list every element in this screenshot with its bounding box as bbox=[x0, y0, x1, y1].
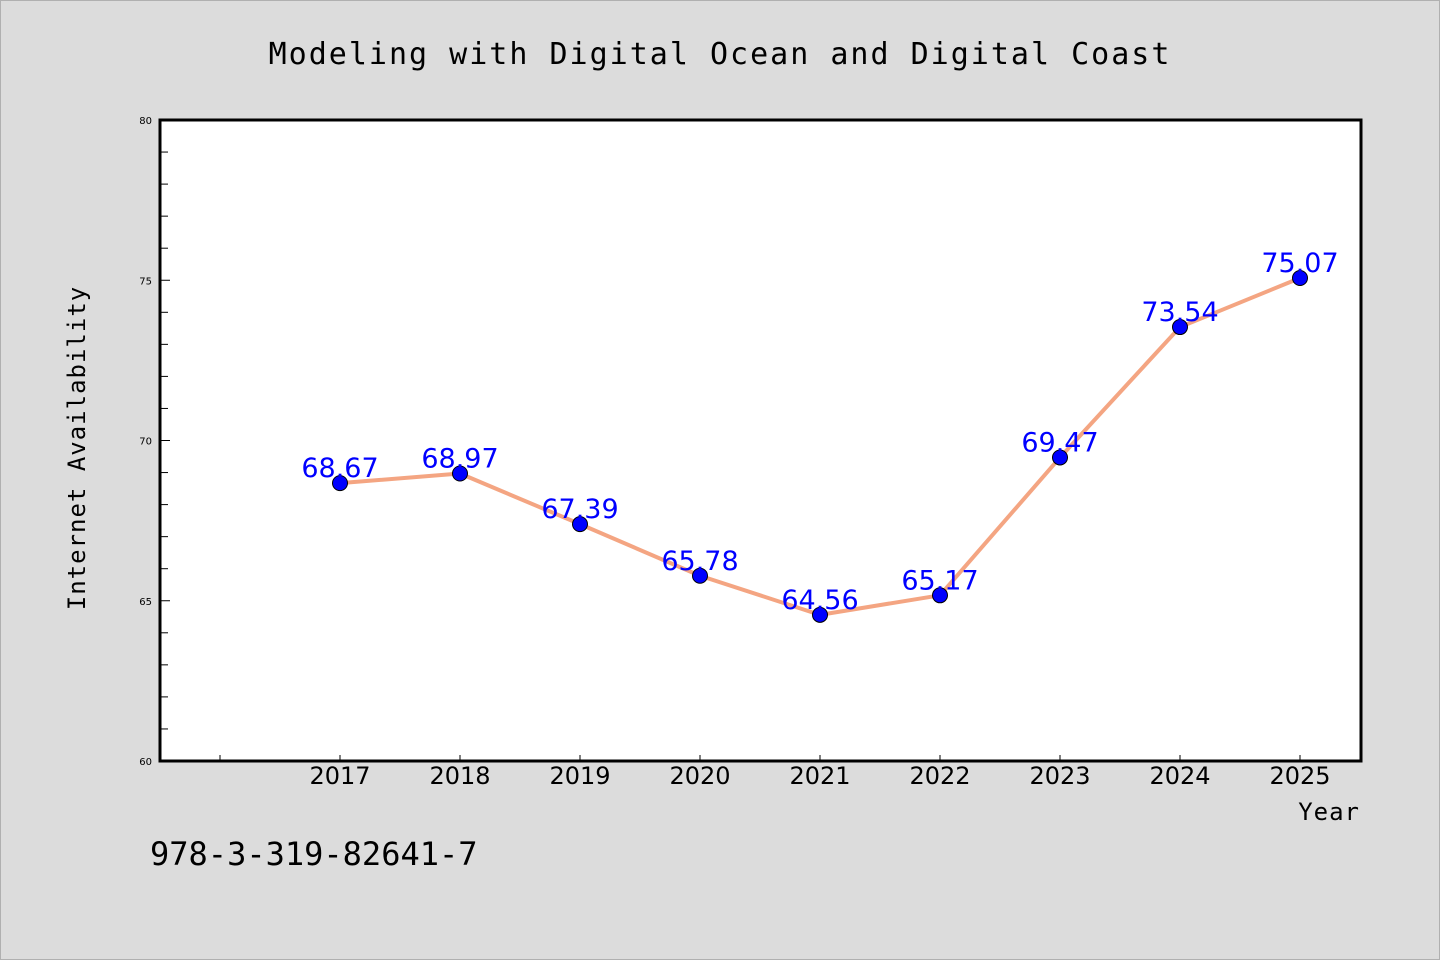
isbn-annotation: 978-3-319-82641-7 bbox=[150, 835, 478, 873]
x-tick-label: 2018 bbox=[429, 762, 490, 790]
data-point bbox=[1292, 270, 1308, 287]
x-tick-label: 2019 bbox=[549, 762, 610, 790]
x-tick-label: 2024 bbox=[1149, 762, 1210, 790]
chart-title: Modeling with Digital Ocean and Digital … bbox=[269, 37, 1172, 72]
data-point bbox=[1052, 449, 1068, 466]
y-tick-label: 65 bbox=[139, 597, 152, 608]
data-point bbox=[452, 465, 468, 482]
data-point bbox=[1172, 319, 1188, 336]
y-tick-label: 60 bbox=[139, 757, 152, 768]
x-tick-label: 2017 bbox=[309, 762, 370, 790]
x-tick-label: 2022 bbox=[909, 762, 970, 790]
data-label: 75.07 bbox=[1261, 248, 1338, 279]
plot-frame bbox=[158, 118, 1363, 763]
y-tick-label: 75 bbox=[139, 276, 152, 287]
x-axis-ticks: 2017 2018 2019 2020 2021 2022 2023 2024 2025 bbox=[219, 755, 1331, 790]
data-label: 73.54 bbox=[1141, 297, 1218, 328]
data-label: 68.97 bbox=[421, 444, 498, 475]
data-label: 64.56 bbox=[781, 585, 858, 616]
x-tick-label: 2023 bbox=[1029, 762, 1090, 790]
data-point bbox=[332, 475, 348, 492]
x-tick-label: 2021 bbox=[789, 762, 850, 790]
y-tick-label: 70 bbox=[139, 437, 152, 448]
data-label: 68.67 bbox=[301, 453, 378, 484]
data-point bbox=[932, 587, 948, 604]
data-point bbox=[692, 567, 708, 584]
data-label: 65.17 bbox=[901, 565, 978, 596]
data-labels: 68.67 68.97 67.39 65.78 64.56 65.17 69.47 73.54… bbox=[301, 248, 1338, 616]
data-point bbox=[812, 606, 828, 623]
x-tick-label: 2025 bbox=[1269, 762, 1330, 790]
data-markers bbox=[332, 270, 1308, 623]
plot-area bbox=[160, 120, 1361, 761]
x-tick-label: 2020 bbox=[669, 762, 730, 790]
data-label: 65.78 bbox=[661, 546, 738, 577]
y-axis-label: Internet Availability bbox=[63, 286, 91, 610]
data-label: 67.39 bbox=[541, 494, 618, 525]
x-axis-label: Year bbox=[1298, 798, 1360, 826]
data-label: 69.47 bbox=[1021, 427, 1098, 458]
y-tick-label: 80 bbox=[139, 116, 152, 127]
data-point bbox=[572, 516, 588, 533]
